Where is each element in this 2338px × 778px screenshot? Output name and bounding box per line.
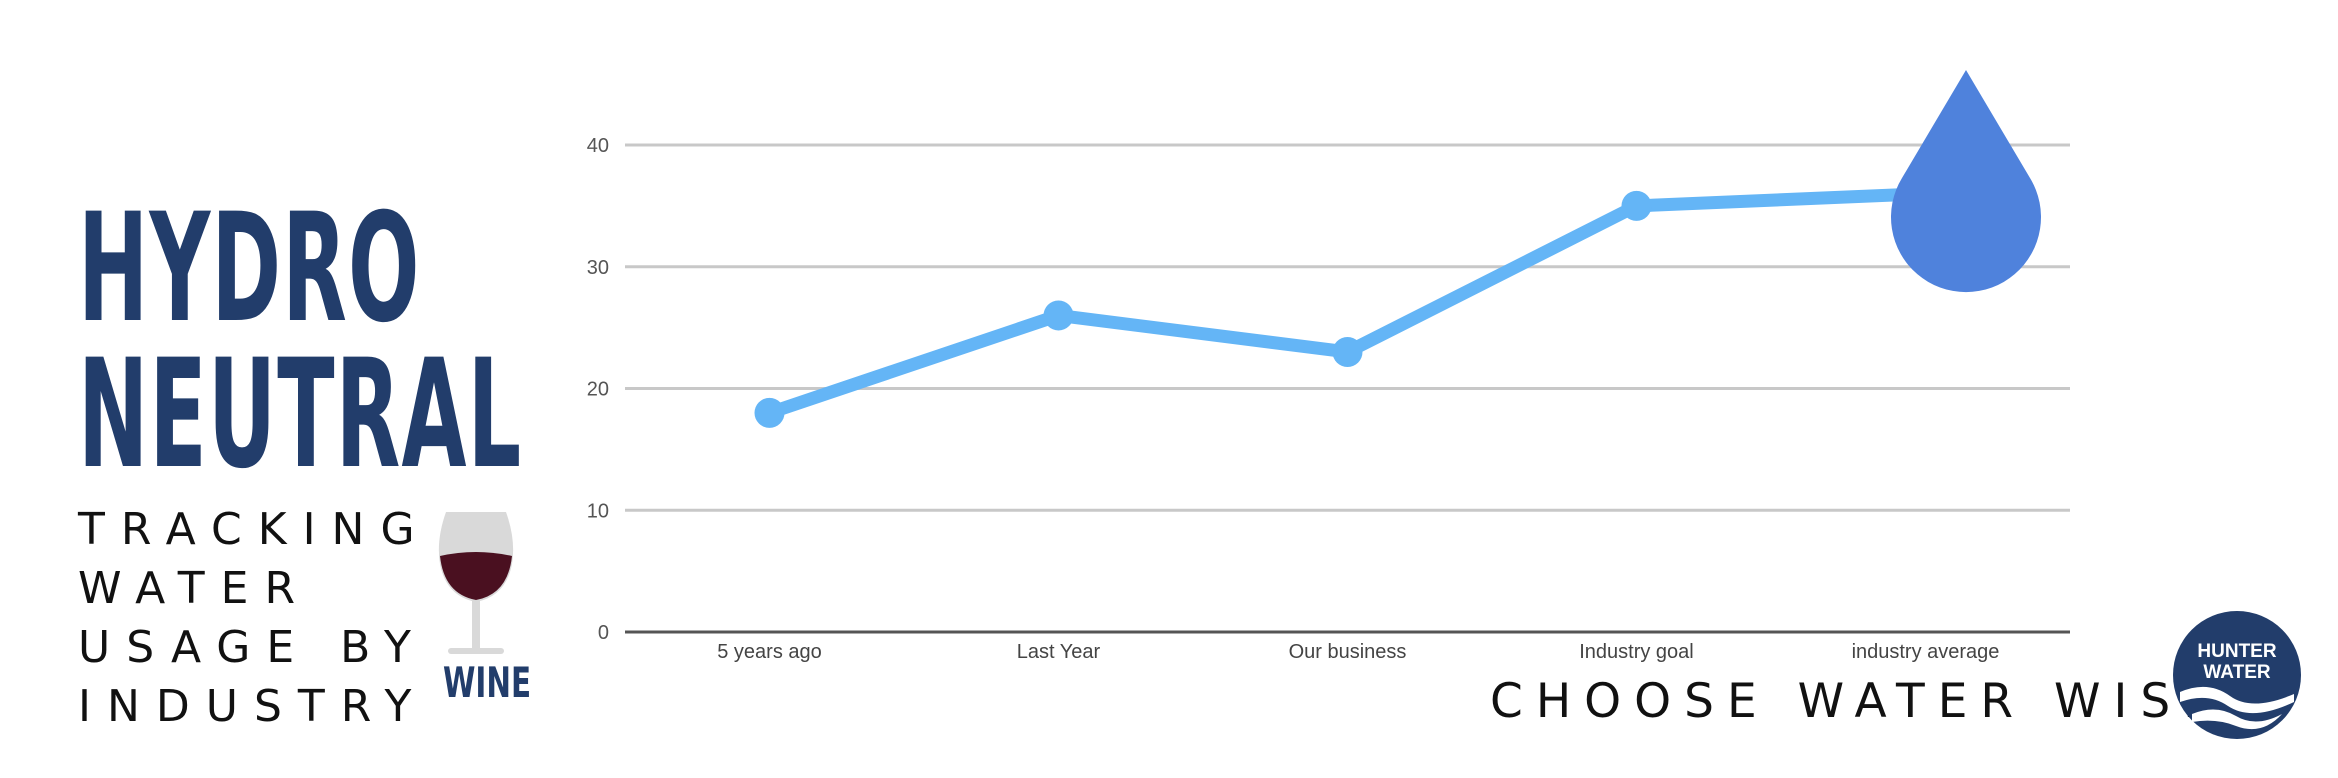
subtitle-line-4: INDUSTRY <box>78 681 428 732</box>
wine-label: WINE <box>443 658 532 707</box>
water-drop-icon <box>1891 70 2041 293</box>
grid-lines <box>625 143 2070 634</box>
title-line-1: HYDRO <box>78 182 421 356</box>
y-tick-label: 0 <box>598 622 609 644</box>
series-line-path <box>763 187 1932 420</box>
y-tick-label: 40 <box>587 135 609 157</box>
title-line-2: NEUTRAL <box>78 328 523 502</box>
data-points <box>754 178 1941 428</box>
x-tick-label: Last Year <box>1017 641 1101 663</box>
data-point <box>754 397 785 428</box>
series-line <box>763 187 1932 420</box>
x-tick-label: Industry goal <box>1579 641 1694 663</box>
x-tick-label: Our business <box>1289 641 1407 663</box>
data-point <box>1043 300 1074 331</box>
hunter-water-logo: HUNTER WATER <box>2173 611 2301 739</box>
subtitle-line-2: WATER <box>78 563 312 614</box>
logo-text-line-2: WATER <box>2203 662 2270 683</box>
y-tick-label: 30 <box>587 257 609 279</box>
subtitle-line-1: TRACKING <box>78 504 431 555</box>
data-point <box>1332 336 1363 367</box>
x-tick-label: 5 years ago <box>717 641 822 663</box>
wine-glass-icon <box>438 512 514 654</box>
subtitle: TRACKING WATER USAGE BY INDUSTRY <box>78 500 431 736</box>
y-tick-label: 10 <box>587 500 609 522</box>
x-tick-label: industry average <box>1852 641 2000 663</box>
subtitle-line-3: USAGE BY <box>78 622 427 673</box>
data-point <box>1621 190 1652 221</box>
x-axis-ticks: 5 years ago Last Year Our business Industry… <box>717 641 1999 663</box>
y-tick-label: 20 <box>587 379 609 401</box>
chart-title: HYDRO NEUTRAL <box>78 182 523 502</box>
logo-text-line-1: HUNTER <box>2197 641 2276 662</box>
tagline: CHOOSE WATER WISE <box>1490 674 2226 729</box>
y-axis-ticks: 0 10 20 30 40 <box>587 135 609 644</box>
